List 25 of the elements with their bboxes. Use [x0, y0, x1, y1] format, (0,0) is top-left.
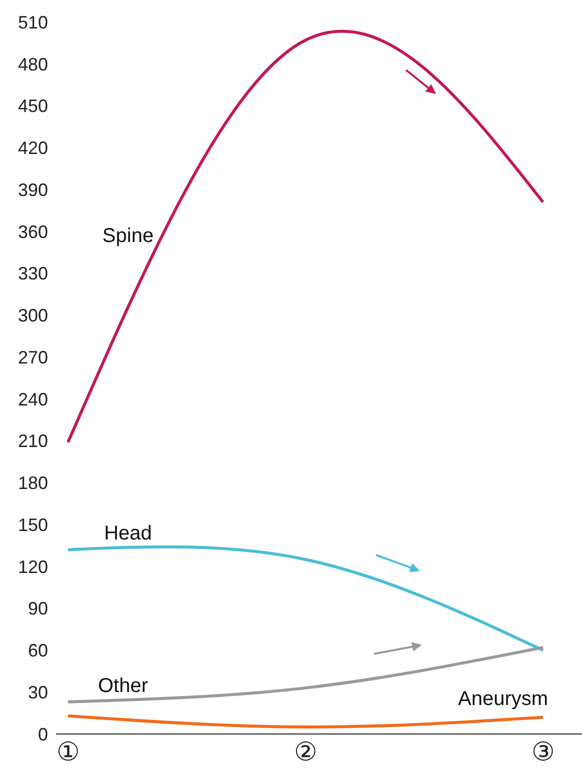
series-label: Head — [104, 522, 152, 545]
y-tick-label: 60 — [28, 640, 48, 661]
y-tick-label: 480 — [18, 54, 48, 74]
series-label: Spine — [102, 225, 154, 248]
x-tick-label: ① — [56, 736, 80, 766]
y-tick-label: 150 — [18, 514, 48, 535]
series-label: Aneurysm — [458, 688, 548, 710]
y-tick-label: 180 — [18, 473, 48, 494]
x-tick-label: ③ — [532, 736, 554, 766]
y-tick-label: 360 — [18, 222, 48, 242]
series-label: Other — [98, 674, 148, 697]
y-tick-label: 90 — [28, 598, 48, 619]
y-tick-label: 330 — [18, 264, 48, 284]
y-tick-label: 30 — [28, 682, 48, 703]
y-tick-label: 420 — [18, 138, 48, 158]
y-tick-label: 450 — [18, 96, 48, 116]
y-tick-label: 390 — [18, 180, 48, 200]
y-tick-label: 120 — [18, 556, 48, 577]
y-tick-label: 240 — [18, 389, 48, 410]
y-tick-label: 0 — [38, 724, 48, 744]
y-tick-label: 510 — [18, 12, 48, 32]
y-tick-label: 270 — [18, 347, 48, 368]
x-tick-label: ② — [294, 736, 317, 766]
y-tick-label: 210 — [18, 431, 48, 452]
y-tick-label: 300 — [18, 306, 48, 326]
